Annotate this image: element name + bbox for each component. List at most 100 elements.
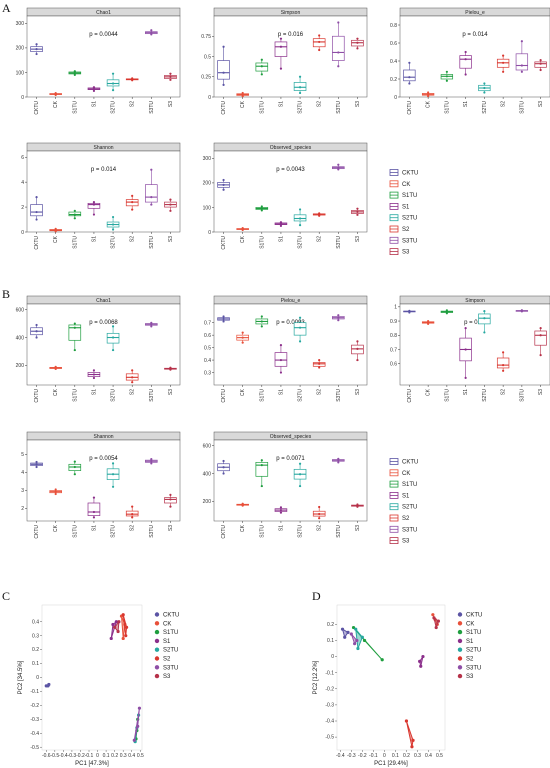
sample-point (410, 745, 414, 749)
sample-point (355, 638, 359, 643)
sample-point (169, 505, 172, 508)
sample-point (111, 228, 115, 231)
y-tick-label: 200 (16, 363, 25, 369)
sample-point (464, 58, 467, 61)
sample-point (298, 316, 302, 319)
legend-label: CKTU (402, 460, 418, 466)
y-tick-label: 0.1 (327, 638, 334, 644)
box-s2 (312, 358, 326, 369)
box-chart-A-pielou_e: Pielou_e 0 0.2 0.4 0.6 0.8 p = 0.014 CKTU CK S1TU… (390, 7, 550, 115)
x-tick-label: S3 (168, 525, 174, 531)
x-tick-label: S2 (501, 389, 507, 395)
legend-label: S3TU (402, 527, 417, 533)
sample-point (169, 72, 172, 75)
y-tick-label: 0.4 (204, 358, 211, 364)
y-tick-label: 2 (21, 506, 24, 512)
box-s3tu (145, 321, 158, 328)
box-s3tu (332, 163, 345, 171)
sample-point (318, 34, 321, 37)
x-tick-label: S2TU (111, 236, 117, 249)
y-tick-label: 0.3 (204, 370, 211, 376)
sample-point (92, 510, 96, 514)
sample-point (241, 502, 244, 505)
y-tick-label: -0.2 (30, 703, 39, 709)
legend-label: S2TU (163, 648, 178, 654)
box-body (87, 202, 101, 209)
sample-point (35, 218, 38, 221)
box-ck (49, 488, 62, 496)
legend-label: S2 (402, 227, 410, 233)
sample-point (298, 91, 302, 95)
sample-point (111, 215, 115, 219)
box-s3tu (145, 168, 158, 206)
x-tick-label: CKTU (221, 101, 227, 115)
x-tick-label: S3 (355, 389, 361, 395)
x-tick-label: S3TU (336, 101, 342, 114)
sample-point (539, 327, 542, 330)
sample-point (539, 68, 542, 72)
x-tick-label: S1TU (259, 236, 265, 249)
sample-point (539, 354, 542, 357)
box-ck (421, 91, 435, 98)
x-tick-label: -0.3 (347, 753, 356, 759)
box-cktu (30, 323, 43, 339)
sample-point (380, 658, 384, 662)
sample-point (337, 168, 340, 171)
group-hull (341, 628, 349, 639)
sample-point (279, 371, 283, 374)
sample-point (73, 71, 76, 75)
x-tick-label: S3 (168, 389, 174, 395)
box-body (403, 69, 416, 82)
sample-point (35, 43, 38, 46)
sample-point (150, 168, 153, 171)
x-tick-label: S3TU (336, 389, 342, 402)
group-hull (405, 720, 414, 747)
legend-key (154, 629, 160, 635)
legend-key (457, 612, 463, 617)
x-tick-label: S1 (91, 525, 97, 531)
sample-point (337, 51, 340, 54)
group-hull (419, 656, 424, 667)
sample-point (483, 310, 486, 313)
sample-point (121, 636, 125, 641)
sample-point (502, 61, 505, 64)
box-chart-A-shannon: Shannon 0 2 4 6 p = 0.014 CKTU CK S1TU S1 S2TU S2 S3… (21, 142, 181, 250)
legend-label: S1 (163, 639, 171, 645)
sample-point (35, 336, 38, 339)
sample-point (279, 37, 283, 40)
x-tick-label: CK (240, 235, 246, 243)
chart-title: Chao1 (96, 298, 111, 304)
box-cktu (217, 315, 230, 323)
sample-point (520, 40, 523, 43)
box-s2 (125, 369, 139, 384)
sample-point (298, 208, 302, 211)
sample-point (337, 319, 340, 322)
x-tick-label: -0.2 (358, 753, 367, 759)
x-tick-label: S1TU (259, 389, 265, 402)
legend-key (457, 656, 463, 661)
sample-point (502, 70, 505, 73)
legend-label: S1TU (466, 630, 481, 636)
sample-point (150, 457, 153, 461)
x-tick-label: -0.5 (51, 753, 60, 759)
y-tick-label: 0.75 (201, 34, 211, 40)
y-tick-label: 0.5 (204, 54, 211, 60)
sample-point (356, 47, 359, 50)
sample-point (113, 625, 117, 629)
x-tick-label: S2 (501, 101, 507, 107)
y-tick-label: 0.4 (32, 619, 39, 625)
sample-point (92, 89, 96, 92)
sample-point (169, 75, 172, 78)
legend-label: S2 (402, 516, 410, 522)
box-body (87, 502, 101, 516)
group-hull (114, 620, 120, 633)
x-tick-label: S3TU (149, 389, 155, 402)
x-tick-label: CK (426, 100, 432, 108)
sample-point (260, 315, 263, 318)
series-s3 (113, 620, 121, 634)
y-tick-label: 0.2 (327, 622, 334, 628)
sample-point (73, 322, 76, 325)
sample-point (408, 61, 411, 64)
box-body (332, 35, 345, 61)
